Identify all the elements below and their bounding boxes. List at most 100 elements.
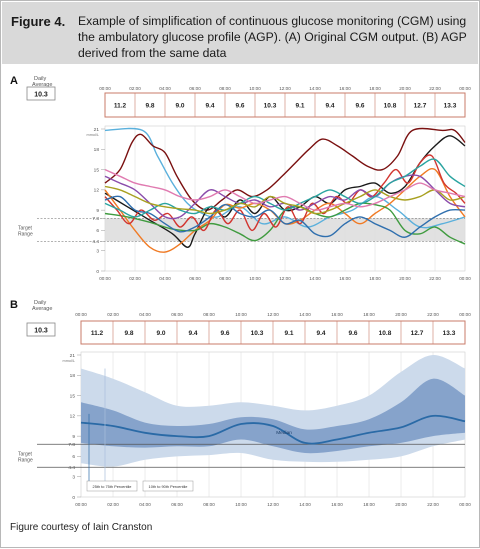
x-tick-bottom: 22:00 [429, 276, 441, 281]
daily-average-value: 12.7 [414, 103, 427, 110]
x-tick-bottom: 04:00 [159, 276, 171, 281]
y-tick-label: 0 [72, 495, 75, 501]
x-tick-top: 16:00 [339, 86, 351, 91]
overall-average-box [26, 86, 56, 101]
overall-average-value: 10.3 [34, 328, 48, 335]
x-tick-bottom: 08:00 [219, 276, 231, 281]
x-tick-top: 14:00 [299, 312, 311, 317]
overall-average-box [26, 322, 56, 337]
y-tick-label: 21 [70, 353, 76, 359]
daily-average-value: 12.7 [411, 330, 424, 337]
x-tick-top: 06:00 [189, 86, 201, 91]
target-range-label-line2: Range [18, 457, 33, 463]
x-tick-top: 02:00 [129, 86, 141, 91]
y-unit-label: mmol/L [87, 133, 99, 137]
daily-average-value: 9.6 [220, 330, 229, 337]
x-tick-top: 10:00 [249, 86, 261, 91]
overall-average-value: 10.3 [34, 92, 48, 99]
cgm-day-trace [104, 185, 466, 215]
y-tick-label: 18 [70, 373, 76, 379]
y-tick-label: 7.8 [92, 216, 99, 222]
y-tick-label: 3 [72, 475, 75, 481]
panel-letter: B [10, 299, 18, 311]
x-tick-bottom: 00:00 [459, 276, 471, 281]
x-tick-bottom: 14:00 [309, 276, 321, 281]
daily-average-value: 13.3 [443, 330, 456, 337]
x-tick-bottom: 16:00 [331, 502, 343, 507]
daily-average-value: 11.2 [114, 103, 127, 110]
figure-credit: Figure courtesy of Iain Cranston [10, 522, 153, 533]
y-tick-label: 9 [96, 208, 99, 214]
y-tick-label: 15 [94, 167, 100, 173]
figure-header: Figure 4. Example of simplification of c… [2, 2, 478, 64]
x-tick-top: 04:00 [139, 312, 151, 317]
x-tick-top: 16:00 [331, 312, 343, 317]
daily-average-value: 9.1 [295, 103, 304, 110]
x-tick-bottom: 22:00 [427, 502, 439, 507]
x-tick-bottom: 06:00 [189, 276, 201, 281]
x-tick-bottom: 12:00 [267, 502, 279, 507]
daily-average-value: 9.4 [205, 103, 214, 110]
legend-box-inner [86, 480, 138, 492]
daily-average-label-line1: Daily [34, 76, 46, 82]
cgm-day-trace [104, 127, 466, 211]
daily-average-value: 13.3 [444, 103, 457, 110]
legend-inner-label: 25th to 75th Percentile [93, 484, 132, 489]
cgm-day-trace [104, 195, 466, 238]
daily-average-value: 9.6 [355, 103, 364, 110]
x-tick-top: 02:00 [107, 312, 119, 317]
x-tick-top: 00:00 [99, 86, 111, 91]
x-tick-top: 20:00 [399, 86, 411, 91]
panel-letter: A [10, 75, 18, 87]
target-range-label-line1: Target [18, 451, 33, 457]
y-tick-label: 0 [96, 269, 99, 275]
legend-box-outer [142, 480, 194, 492]
x-tick-top: 06:00 [171, 312, 183, 317]
daily-average-value: 9.0 [156, 330, 165, 337]
y-tick-label: 3 [96, 249, 99, 255]
daily-average-value: 9.4 [325, 103, 334, 110]
figure-caption: Example of simplification of continuous … [78, 14, 467, 60]
y-unit-label: mmol/L [63, 359, 75, 363]
x-tick-top: 20:00 [395, 312, 407, 317]
daily-average-value: 9.8 [124, 330, 133, 337]
daily-average-label-line2: Average [32, 306, 52, 312]
x-tick-top: 00:00 [459, 86, 471, 91]
figure-label: Figure 4. [11, 14, 66, 29]
x-tick-bottom: 00:00 [99, 276, 111, 281]
median-line [80, 414, 466, 445]
daily-average-value: 11.2 [91, 330, 104, 337]
daily-average-label-line1: Daily [34, 300, 46, 306]
daily-average-value: 9.6 [348, 330, 357, 337]
x-tick-top: 18:00 [363, 312, 375, 317]
y-tick-label: 6 [96, 228, 99, 234]
x-tick-bottom: 02:00 [129, 276, 141, 281]
daily-average-value: 10.3 [251, 330, 264, 337]
y-tick-label: 12 [94, 188, 100, 194]
x-tick-top: 22:00 [427, 312, 439, 317]
daily-average-value: 9.0 [175, 103, 184, 110]
y-tick-label: 9 [72, 434, 75, 440]
x-tick-bottom: 10:00 [249, 276, 261, 281]
x-tick-bottom: 14:00 [299, 502, 311, 507]
daily-average-value: 10.8 [379, 330, 392, 337]
x-tick-bottom: 02:00 [107, 502, 119, 507]
cgm-day-trace [104, 135, 466, 248]
x-tick-bottom: 10:00 [235, 502, 247, 507]
y-tick-label: 6 [72, 454, 75, 460]
x-tick-top: 18:00 [369, 86, 381, 91]
x-tick-bottom: 20:00 [395, 502, 407, 507]
cgm-day-trace [104, 168, 466, 211]
daily-average-value: 9.4 [188, 330, 197, 337]
x-tick-top: 12:00 [279, 86, 291, 91]
daily-average-value: 9.1 [284, 330, 293, 337]
x-tick-top: 14:00 [309, 86, 321, 91]
x-tick-top: 04:00 [159, 86, 171, 91]
cgm-day-trace [104, 158, 466, 218]
daily-average-value: 9.4 [316, 330, 325, 337]
legend-outer-label: 10th to 90th Percentile [149, 484, 188, 489]
